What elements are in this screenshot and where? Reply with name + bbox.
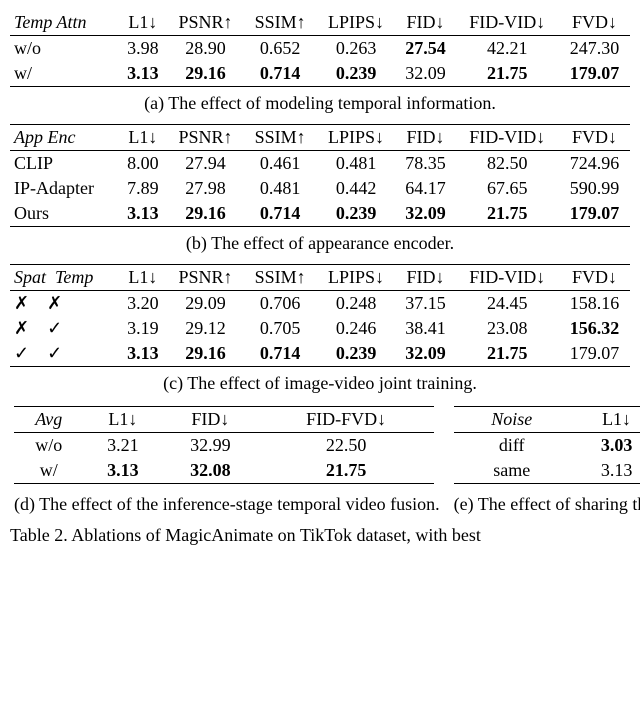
table-row: diff 3.03 32.74 22.50 xyxy=(454,433,640,459)
col-lpips: LPIPS↓ xyxy=(317,10,396,36)
table-a-caption: (a) The effect of modeling temporal info… xyxy=(10,87,630,125)
table-row: w/ 3.13 29.16 0.714 0.239 32.09 21.75 17… xyxy=(10,61,630,87)
cross-icon: ✗ xyxy=(47,293,62,313)
table-e: Noise L1↓ FID↓ FID-FVD↓ diff 3.03 32.74 … xyxy=(454,406,640,488)
table-d-header: Avg xyxy=(14,407,84,433)
col-psnr: PSNR↑ xyxy=(167,10,244,36)
table-row: w/o 3.98 28.90 0.652 0.263 27.54 42.21 2… xyxy=(10,36,630,62)
col-ssim: SSIM↑ xyxy=(244,10,317,36)
table-e-caption: (e) The effect of sharing the same initi… xyxy=(444,490,640,517)
col-spat: Spat xyxy=(14,267,46,287)
table-b-caption: (b) The effect of appearance encoder. xyxy=(10,227,630,265)
tables-d-e: Avg L1↓ FID↓ FID-FVD↓ w/o 3.21 32.99 22.… xyxy=(10,404,640,517)
cross-icon: ✗ xyxy=(14,318,29,338)
table-row: ✗ ✓ 3.19 29.12 0.705 0.246 38.41 23.08 1… xyxy=(10,316,630,341)
check-icon: ✓ xyxy=(47,343,62,363)
col-fidvid: FID-VID↓ xyxy=(455,10,559,36)
check-icon: ✓ xyxy=(47,318,62,338)
table-d-caption: (d) The effect of the inference-stage te… xyxy=(10,490,444,517)
table-row: w/ 3.13 32.08 21.75 xyxy=(14,458,434,484)
table-row: w/o 3.21 32.99 22.50 xyxy=(14,433,434,459)
table-b-header-label: App Enc xyxy=(10,125,119,151)
cross-icon: ✗ xyxy=(14,293,29,313)
table-e-header: Noise xyxy=(454,407,570,433)
col-temp: Temp xyxy=(55,267,93,287)
table-row: Ours 3.13 29.16 0.714 0.239 32.09 21.75 … xyxy=(10,201,630,227)
table-row: CLIP 8.00 27.94 0.461 0.481 78.35 82.50 … xyxy=(10,151,630,177)
table-a-header-label: Temp Attn xyxy=(10,10,119,36)
table-row: IP-Adapter 7.89 27.98 0.481 0.442 64.17 … xyxy=(10,176,630,201)
table-d: Avg L1↓ FID↓ FID-FVD↓ w/o 3.21 32.99 22.… xyxy=(14,406,434,488)
table-row: same 3.13 32.08 21.75 xyxy=(454,458,640,484)
col-fid: FID↓ xyxy=(396,10,456,36)
table-row: ✗ ✗ 3.20 29.09 0.706 0.248 37.15 24.45 1… xyxy=(10,291,630,317)
table-footer: Table 2. Ablations of MagicAnimate on Ti… xyxy=(10,517,630,546)
table-c-caption: (c) The effect of image-video joint trai… xyxy=(10,367,630,405)
table-row: ✓ ✓ 3.13 29.16 0.714 0.239 32.09 21.75 1… xyxy=(10,341,630,367)
check-icon: ✓ xyxy=(14,343,29,363)
col-fvd: FVD↓ xyxy=(559,10,630,36)
col-l1: L1↓ xyxy=(119,10,168,36)
table-a: Temp Attn L1↓ PSNR↑ SSIM↑ LPIPS↓ FID↓ FI… xyxy=(10,10,630,404)
